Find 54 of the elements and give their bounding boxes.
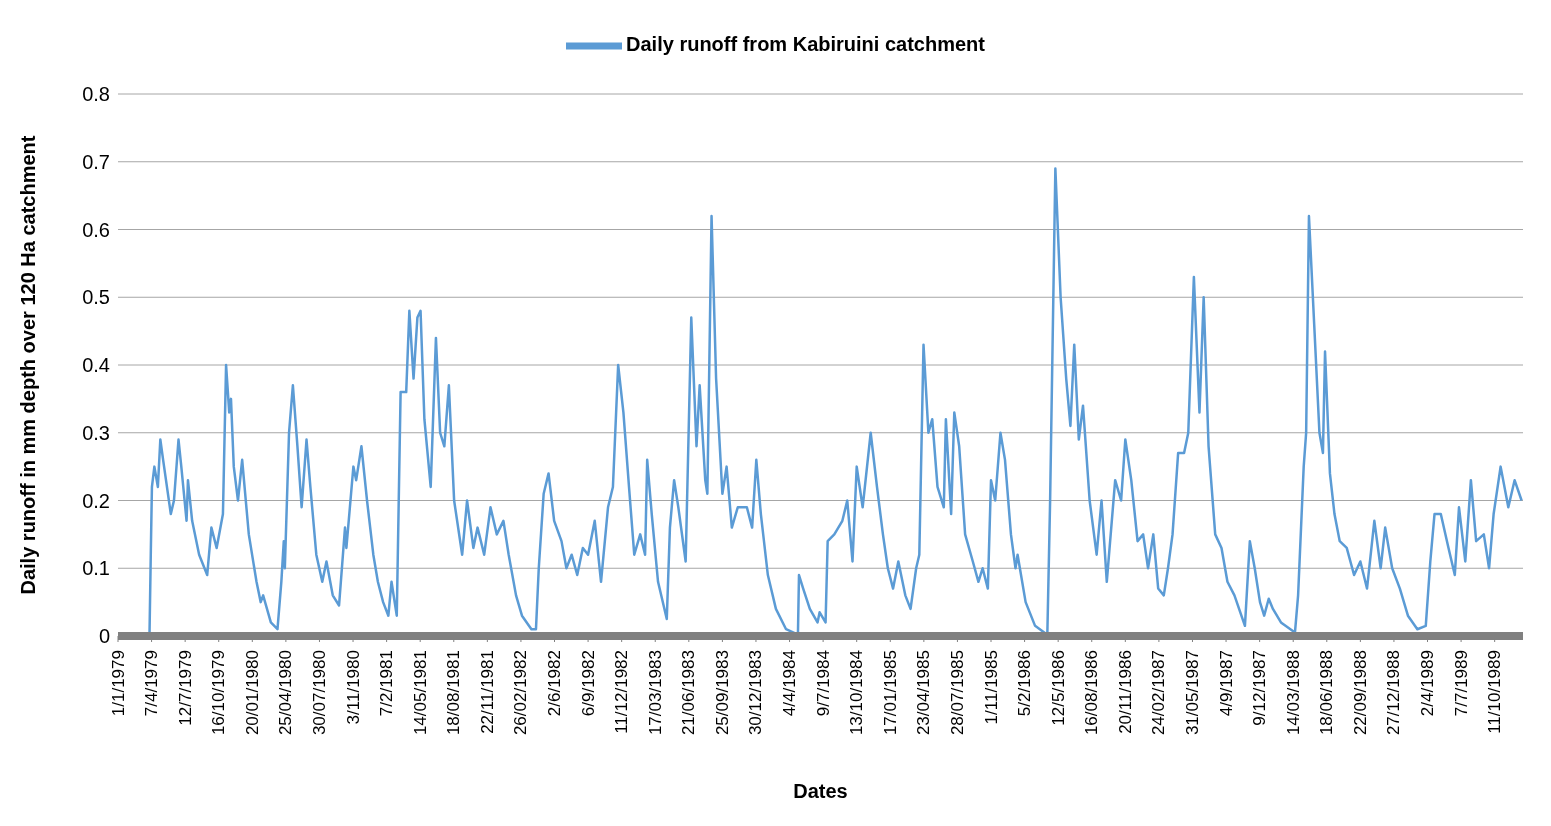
- x-tick-label: 1/11/1985: [981, 650, 1001, 725]
- x-tick-label: 27/12/1988: [1384, 650, 1404, 736]
- y-tick-label: 0.5: [82, 286, 110, 309]
- x-tick-label: 31/05/1987: [1182, 650, 1202, 736]
- x-tick-label: 30/07/1980: [309, 650, 329, 736]
- x-tick-label: 16/08/1986: [1082, 650, 1102, 736]
- x-tick-label: 9/7/1984: [813, 650, 833, 717]
- x-tick-label: 13/10/1984: [847, 650, 867, 736]
- x-tick-label: 30/12/1983: [746, 650, 766, 736]
- y-tick-label: 0.3: [82, 421, 110, 444]
- x-tick-label: 7/4/1979: [142, 650, 162, 717]
- x-tick-label: 4/4/1984: [780, 650, 800, 717]
- x-tick-label: 11/10/1989: [1485, 650, 1505, 734]
- y-tick-label: 0.6: [82, 218, 110, 241]
- x-tick-label: 21/06/1983: [679, 650, 699, 736]
- x-tick-label: 20/01/1980: [242, 650, 262, 736]
- x-tick-label: 12/7/1979: [175, 650, 195, 726]
- y-tick-label: 0.8: [82, 83, 110, 106]
- legend-label: Daily runoff from Kabiruini catchment: [626, 33, 985, 56]
- x-tick-label: 24/02/1987: [1149, 650, 1169, 736]
- y-axis-title: Daily runoff in mm depth over 120 Ha catchment: [17, 135, 40, 595]
- y-tick-label: 0.7: [82, 150, 110, 173]
- x-tick-label: 9/12/1987: [1250, 650, 1270, 726]
- x-tick-label: 7/2/1981: [377, 650, 397, 717]
- x-tick-label: 22/09/1988: [1350, 650, 1370, 736]
- y-tick-label: 0.1: [82, 557, 110, 580]
- x-tick-label: 16/10/1979: [209, 650, 229, 736]
- x-tick-label: 5/2/1986: [1015, 650, 1035, 717]
- x-tick-label: 7/7/1989: [1451, 650, 1471, 717]
- x-tick-label: 20/11/1986: [1115, 650, 1135, 734]
- x-tick-label: 11/12/1982: [612, 650, 632, 734]
- x-tick-label: 14/05/1981: [410, 650, 430, 736]
- x-tick-label: 1/1/1979: [108, 650, 128, 717]
- x-tick-label: 17/01/1985: [880, 650, 900, 736]
- x-tick-label: 25/09/1983: [712, 650, 732, 736]
- x-tick-label: 25/04/1980: [276, 650, 296, 736]
- x-tick-label: 22/11/1981: [477, 650, 497, 734]
- x-tick-label: 18/08/1981: [444, 650, 464, 736]
- x-tick-label: 3/11/1980: [343, 650, 363, 725]
- y-tick-label: 0.2: [82, 489, 110, 512]
- y-tick-label: 0.4: [82, 354, 110, 377]
- x-tick-label: 18/06/1988: [1317, 650, 1337, 736]
- x-tick-label: 26/02/1982: [511, 650, 531, 736]
- x-tick-label: 17/03/1983: [645, 650, 665, 736]
- x-tick-label: 14/03/1988: [1283, 650, 1303, 736]
- x-axis-title: Dates: [793, 780, 848, 802]
- x-tick-label: 6/9/1982: [578, 650, 598, 717]
- x-tick-label: 4/9/1987: [1216, 650, 1236, 717]
- x-tick-label: 28/07/1985: [947, 650, 967, 736]
- x-tick-label: 2/4/1989: [1418, 650, 1438, 717]
- x-tick-label: 2/6/1982: [545, 650, 564, 717]
- x-tick-label: 23/04/1985: [914, 650, 934, 736]
- y-tick-label: 0: [98, 625, 110, 648]
- x-tick-label: 12/5/1986: [1048, 650, 1068, 726]
